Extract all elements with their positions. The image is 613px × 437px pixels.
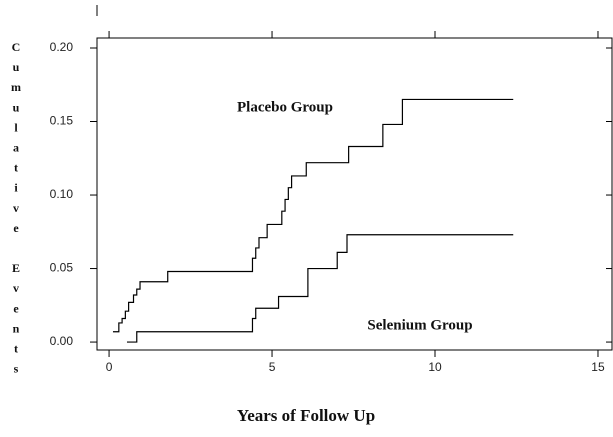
x-tick-label: 0 [106, 360, 113, 374]
step-line [112, 98, 514, 333]
x-tick-label: 15 [591, 360, 605, 374]
y-tick-label: 0.05 [50, 261, 74, 275]
y-tick-label: 0.15 [50, 114, 74, 128]
y-axis-title: Cumulative Events [9, 40, 23, 382]
annotation: Selenium Group [367, 317, 472, 333]
x-axis-title: Years of Follow Up [237, 406, 375, 425]
x-tick-label: 10 [428, 360, 442, 374]
y-tick-label: 0.00 [50, 334, 74, 348]
y-tick-label: 0.20 [50, 40, 74, 54]
step-line [126, 234, 514, 343]
annotation: Placebo Group [237, 99, 333, 115]
y-tick-label: 0.10 [50, 187, 74, 201]
plot-frame [96, 37, 613, 351]
x-tick-label: 5 [269, 360, 276, 374]
